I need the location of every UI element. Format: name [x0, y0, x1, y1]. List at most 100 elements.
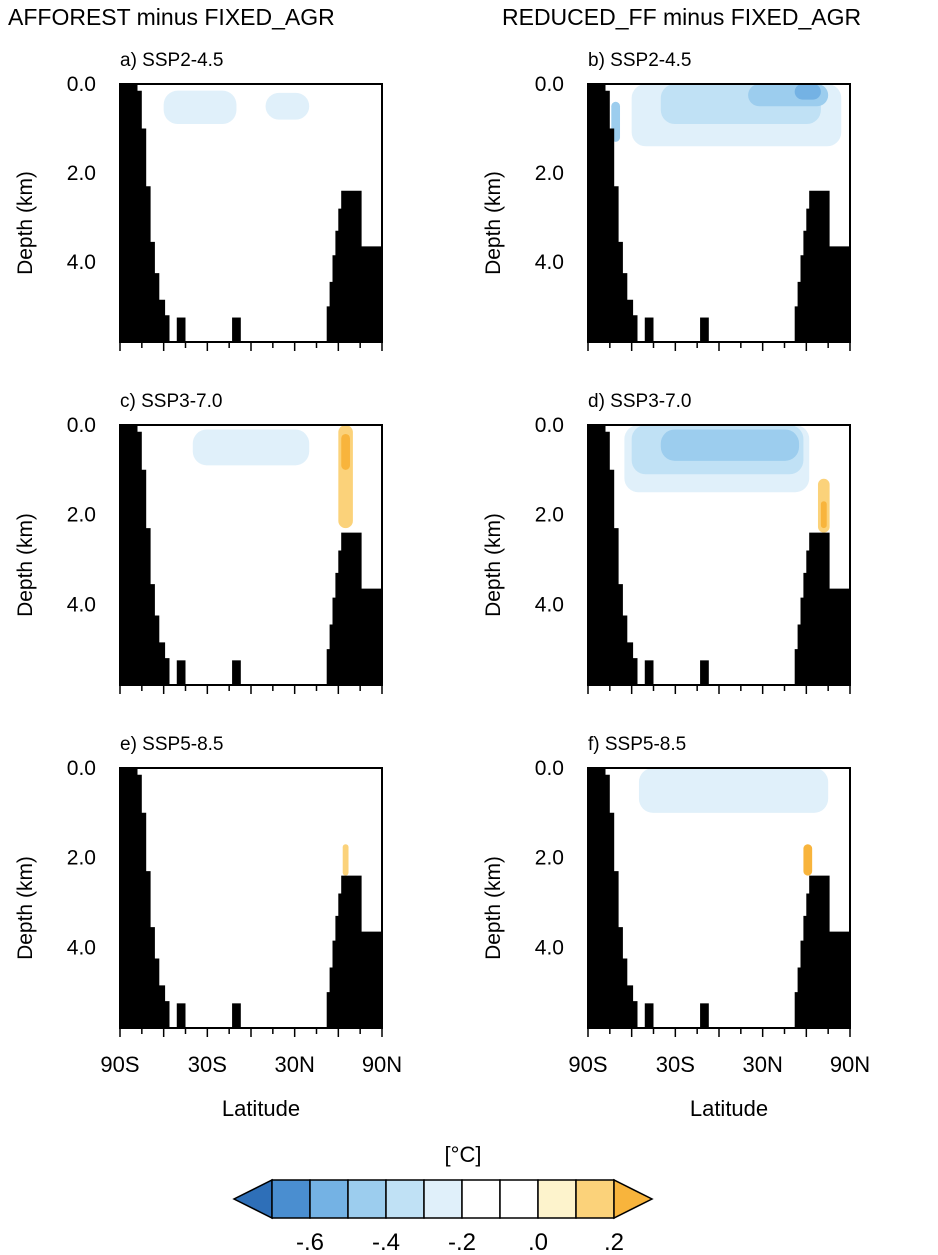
antarctic-seafloor [120, 84, 170, 342]
anomaly-field [588, 84, 850, 342]
x-axis-label: Latitude [690, 1096, 768, 1121]
panel-label: e) SSP5-8.5 [120, 734, 224, 755]
colorbar-tick-label: -.4 [372, 1229, 400, 1255]
y-tick-label: 2.0 [67, 847, 96, 870]
seafloor-ridge [232, 660, 241, 685]
x-tick-label: 90S [568, 1052, 607, 1077]
y-tick-label: 2.0 [535, 847, 564, 870]
colorbar-tick-label: .2 [604, 1229, 624, 1255]
colorbar-box [309, 1179, 349, 1219]
antarctic-seafloor [120, 425, 170, 685]
seafloor-ridge [176, 660, 186, 685]
x-tick-label: 30N [742, 1052, 782, 1077]
arctic-seafloor [794, 532, 850, 685]
antarctic-seafloor [588, 84, 638, 342]
y-tick-label: 2.0 [535, 162, 564, 185]
panel-c: c) SSP3-7.0 0.0 2.0 4.0 Depth (km) [14, 391, 383, 694]
y-tick-label: 2.0 [67, 162, 96, 185]
column-title-afforest: AFFOREST minus FIXED_AGR [8, 4, 335, 30]
arctic-seafloor [326, 190, 382, 342]
seafloor-ridge [700, 317, 709, 342]
arctic-seafloor [794, 190, 850, 342]
anomaly-region [341, 84, 365, 191]
panel-label: c) SSP3-7.0 [120, 391, 222, 412]
seafloor-ridge [176, 1003, 186, 1028]
y-tick-label: 2.0 [535, 504, 564, 527]
y-tick-label: 0.0 [67, 757, 96, 780]
anomaly-region [803, 844, 813, 876]
x-tick-label: 30S [656, 1052, 695, 1077]
column-title-reduced-ff: REDUCED_FF minus FIXED_AGR [502, 4, 862, 30]
y-axis-label: Depth (km) [482, 513, 505, 617]
panel-label: a) SSP2-4.5 [120, 50, 224, 71]
anomaly-region [794, 84, 821, 100]
anomaly-field [120, 425, 382, 685]
colorbar-box [423, 1179, 463, 1219]
colorbar-box [385, 1179, 425, 1219]
y-tick-label: 0.0 [535, 73, 564, 96]
colorbar-box [347, 1179, 387, 1219]
colorbar-box [537, 1179, 577, 1219]
arctic-seafloor [326, 875, 382, 1028]
x-tick-label: 90N [362, 1052, 402, 1077]
anomaly-field [120, 84, 382, 342]
y-axis-label: Depth (km) [14, 513, 37, 617]
antarctic-seafloor [588, 425, 638, 685]
x-tick-label: 30N [274, 1052, 314, 1077]
panel-b: b) SSP2-4.5 0.0 2.0 4.0 Depth (km) [482, 50, 851, 351]
panel-label: b) SSP2-4.5 [588, 50, 692, 71]
y-tick-label: 0.0 [535, 757, 564, 780]
y-tick-label: 4.0 [67, 593, 96, 616]
seafloor-ridge [700, 1003, 709, 1028]
colorbar-tick-label: .0 [528, 1229, 548, 1255]
y-axis-label: Depth (km) [482, 856, 505, 960]
colorbar-unit: [°C] [445, 1142, 482, 1167]
panel-a: a) SSP2-4.5 0.0 2.0 4.0 Depth (km) [14, 50, 383, 351]
y-axis-label: Depth (km) [14, 171, 37, 275]
anomaly-region [265, 92, 310, 120]
x-axis-label: Latitude [222, 1096, 300, 1121]
panel-label: f) SSP5-8.5 [588, 734, 686, 755]
colorbar-box [499, 1179, 539, 1219]
y-axis-label: Depth (km) [14, 856, 37, 960]
seafloor-ridge [644, 1003, 654, 1028]
colorbar: [°C] -.6 -.4 -.2 .0 .2 [232, 1142, 654, 1255]
seafloor-ridge [644, 660, 654, 685]
panel-d: d) SSP3-7.0 0.0 2.0 4.0 Depth (km) [482, 391, 851, 694]
panel-f: f) SSP5-8.5 0.0 2.0 4.0 Depth (km) 90S 30S 30N 9… [482, 734, 870, 1121]
y-tick-label: 0.0 [535, 414, 564, 437]
y-axis-label: Depth (km) [482, 171, 505, 275]
y-tick-label: 4.0 [67, 251, 96, 274]
y-tick-label: 4.0 [535, 251, 564, 274]
anomaly-region [342, 844, 349, 876]
colorbar-tick-label: -.6 [296, 1229, 324, 1255]
y-tick-label: 2.0 [67, 504, 96, 527]
colorbar-extend-max [613, 1178, 654, 1220]
panel-label: d) SSP3-7.0 [588, 391, 692, 412]
antarctic-seafloor [588, 768, 638, 1028]
anomaly-region [163, 90, 237, 125]
panel-e: e) SSP5-8.5 0.0 2.0 4.0 Depth (km) 90S 30S 30N 9… [14, 734, 402, 1121]
anomaly-region [192, 429, 310, 466]
colorbar-tick-label: -.2 [448, 1229, 476, 1255]
antarctic-seafloor [120, 768, 170, 1028]
anomaly-field [588, 425, 850, 685]
y-tick-label: 0.0 [67, 414, 96, 437]
anomaly-region [660, 429, 800, 461]
anomaly-field [588, 768, 850, 1028]
seafloor-ridge [700, 660, 709, 685]
y-tick-label: 4.0 [535, 593, 564, 616]
seafloor-ridge [232, 1003, 241, 1028]
x-tick-label: 30S [188, 1052, 227, 1077]
anomaly-field [120, 768, 382, 1028]
arctic-seafloor [794, 875, 850, 1028]
x-tick-label: 90S [100, 1052, 139, 1077]
arctic-seafloor [326, 532, 382, 685]
anomaly-region [653, 768, 749, 791]
x-tick-label: 90N [830, 1052, 870, 1077]
seafloor-ridge [232, 317, 241, 342]
colorbar-box [271, 1179, 311, 1219]
y-tick-label: 4.0 [67, 936, 96, 959]
y-tick-label: 0.0 [67, 73, 96, 96]
